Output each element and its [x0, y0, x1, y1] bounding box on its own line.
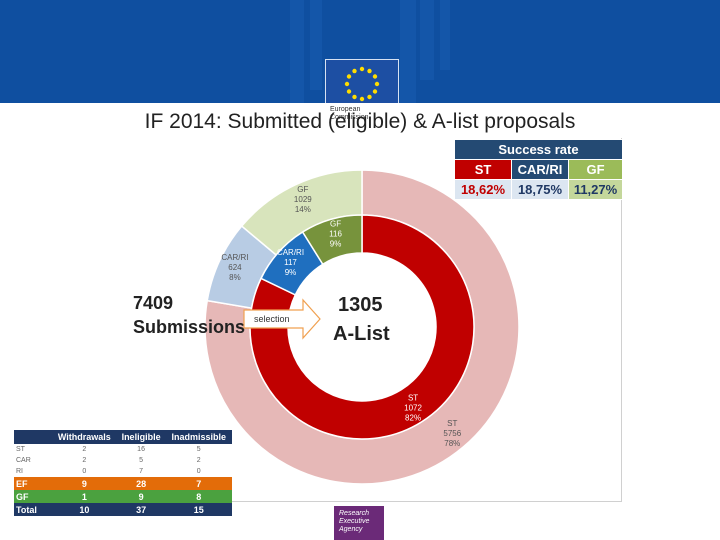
- table-cell: 0: [165, 466, 232, 477]
- star-icon: [359, 66, 365, 72]
- table-row: CAR 2 5 2: [14, 455, 232, 466]
- star-icon: [344, 81, 350, 87]
- outer-total-value: 7409: [133, 293, 173, 313]
- star-icon: [359, 96, 365, 102]
- inner-slice-label: 9%: [330, 240, 342, 249]
- table-row: Total 10 37 15: [14, 503, 232, 516]
- table-header-cell: Ineligible: [116, 430, 166, 444]
- table-cell: 1: [52, 490, 117, 503]
- outer-slice-label: 624: [228, 263, 242, 272]
- table-header-row: Withdrawals Ineligible Inadmissible: [14, 430, 232, 444]
- chart-frame: [95, 138, 622, 502]
- table-row: ST 2 16 5: [14, 444, 232, 455]
- star-icon: [346, 74, 352, 79]
- table-row: EF 9 28 7: [14, 477, 232, 490]
- success-rate-col-car: CAR/RI: [511, 159, 569, 180]
- eu-stars-icon: [344, 66, 380, 102]
- building-decoration: [440, 0, 450, 70]
- table-cell: 5: [116, 455, 166, 466]
- success-rate-val-st: 18,62%: [454, 179, 512, 200]
- table-cell: 0: [52, 466, 117, 477]
- rea-logo-line: Executive: [339, 518, 370, 525]
- table-cell: RI: [14, 466, 52, 477]
- star-icon: [374, 81, 380, 87]
- inner-total-label: A-List: [333, 323, 390, 345]
- table-cell: 7: [165, 477, 232, 490]
- eu-flag-logo: [325, 59, 399, 103]
- star-icon: [372, 89, 378, 94]
- outer-slice-label: 78%: [444, 439, 460, 448]
- selection-label: selection: [254, 314, 290, 324]
- table-cell: GF: [14, 490, 52, 503]
- table-cell: 16: [116, 444, 166, 455]
- table-cell: 28: [116, 477, 166, 490]
- table-cell: 15: [165, 503, 232, 516]
- table-cell: 2: [165, 455, 232, 466]
- header-band: [0, 0, 720, 103]
- inner-slice-label: 82%: [405, 413, 421, 422]
- outer-slice-label: ST: [447, 419, 457, 428]
- inner-slice-label: ST: [408, 393, 418, 402]
- success-rate-col-st: ST: [454, 159, 512, 180]
- inner-total-value: 1305: [338, 294, 383, 316]
- outer-slice-label: 8%: [229, 273, 241, 282]
- table-cell: 8: [165, 490, 232, 503]
- commission-logo-text: European Commission: [330, 106, 410, 122]
- success-rate-val-gf: 11,27%: [568, 179, 623, 200]
- inner-slice-label: 1072: [404, 403, 422, 412]
- outer-slice-label: GF: [297, 185, 308, 194]
- building-decoration: [310, 0, 322, 90]
- star-icon: [352, 94, 357, 100]
- star-icon: [372, 74, 378, 79]
- table-cell: 5: [165, 444, 232, 455]
- building-decoration: [290, 0, 304, 103]
- success-rate-val-car: 18,75%: [511, 179, 569, 200]
- outer-slice-label: 5756: [443, 429, 461, 438]
- building-decoration: [420, 0, 434, 80]
- star-icon: [346, 89, 352, 94]
- inner-slice-label: 116: [329, 230, 342, 239]
- selection-arrow: [243, 298, 321, 340]
- star-icon: [367, 94, 372, 100]
- table-cell: CAR: [14, 455, 52, 466]
- table-row: GF 1 9 8: [14, 490, 232, 503]
- outer-slice-label: 1029: [294, 195, 312, 204]
- logo-line: European: [330, 106, 361, 113]
- outer-total-label: Submissions: [133, 317, 245, 337]
- rea-logo-line: Agency: [339, 526, 363, 533]
- table-header-cell: Withdrawals: [52, 430, 117, 444]
- star-icon: [367, 68, 372, 74]
- table-cell: 10: [52, 503, 117, 516]
- withdrawals-table: Withdrawals Ineligible Inadmissible ST 2…: [14, 430, 232, 516]
- logo-line: Commission: [330, 114, 369, 121]
- success-rate-table: Success rate ST CAR/RI GF 18,62% 18,75% …: [454, 139, 623, 200]
- success-rate-col-gf: GF: [568, 159, 623, 180]
- table-cell: 9: [52, 477, 117, 490]
- table-cell: 2: [52, 455, 117, 466]
- table-cell: 2: [52, 444, 117, 455]
- donut-hole: [288, 253, 436, 401]
- star-icon: [352, 68, 357, 74]
- building-decoration: [400, 0, 416, 103]
- inner-slice-label: GF: [330, 220, 341, 229]
- table-cell: 9: [116, 490, 166, 503]
- success-rate-title: Success rate: [454, 139, 623, 160]
- table-row: RI 0 7 0: [14, 466, 232, 477]
- table-header-cell: Inadmissible: [165, 430, 232, 444]
- outer-slice-label: 14%: [295, 205, 311, 214]
- inner-slice-label: 117: [284, 258, 297, 267]
- table-cell: ST: [14, 444, 52, 455]
- table-cell: Total: [14, 503, 52, 516]
- rea-logo: Research Executive Agency: [334, 506, 384, 540]
- page-title: IF 2014: Submitted (eligible) & A-list p…: [144, 110, 576, 133]
- inner-slice-label: 9%: [285, 268, 297, 277]
- outer-slice-label: CAR/RI: [221, 253, 248, 262]
- inner-slice-label: CAR/RI: [277, 248, 304, 257]
- table-cell: EF: [14, 477, 52, 490]
- table-cell: 7: [116, 466, 166, 477]
- table-cell: 37: [116, 503, 166, 516]
- rea-logo-line: Research: [339, 510, 369, 517]
- table-header-cell: [14, 430, 52, 444]
